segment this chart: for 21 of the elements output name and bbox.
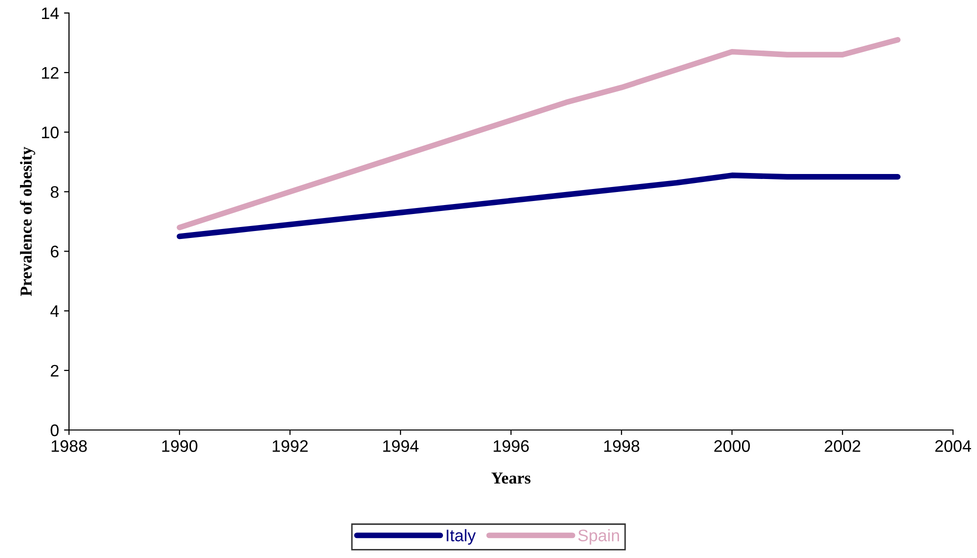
text: Spain <box>578 529 620 545</box>
x-tick-label: 1992 <box>272 440 308 452</box>
y-tick-label: 10 <box>42 126 59 138</box>
y-tick-label: 8 <box>50 186 59 198</box>
y-tick-label: 12 <box>42 66 58 79</box>
y-tick-label: 6 <box>50 246 59 258</box>
x-tick-label: 1988 <box>52 440 87 452</box>
x-axis-title: Years <box>491 472 530 484</box>
y-tick-label: 14 <box>42 8 59 20</box>
x-tick-label: 1990 <box>162 440 198 452</box>
y-tick-label: 2 <box>50 364 58 376</box>
text: Italy <box>446 529 476 545</box>
x-tick-label: 2004 <box>935 440 972 452</box>
x-tick-label: 1996 <box>494 440 529 452</box>
x-tick-label: 1994 <box>383 440 419 452</box>
x-tick-label: 2002 <box>824 440 860 452</box>
y-tick-label: 4 <box>50 305 59 317</box>
x-tick-label: 2000 <box>714 440 750 452</box>
y-tick-label: 0 <box>50 424 59 436</box>
x-tick-label: 1998 <box>604 440 640 452</box>
y-axis-title: Prevalence of obesity <box>20 146 36 296</box>
